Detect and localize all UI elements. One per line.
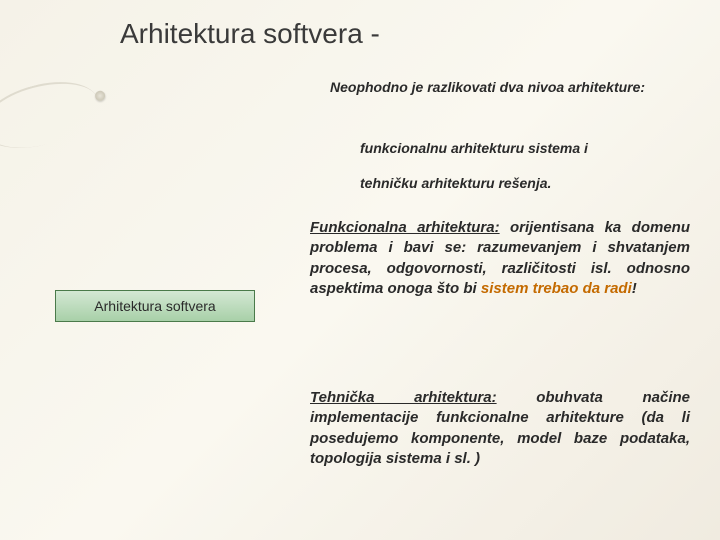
intro-text: Neophodno je razlikovati dva nivoa arhit… [330,78,670,96]
architecture-tag-label: Arhitektura softvera [94,298,215,314]
paragraph-functional: Funkcionalna arhitektura: orijentisana k… [310,218,690,299]
functional-body-b: ! [632,280,637,297]
technical-label: Tehnička arhitektura: [310,389,497,406]
functional-emphasis: sistem trebao da radi [481,280,632,297]
slide-title: Arhitektura softvera - [120,18,380,50]
bullet-functional: funkcionalnu arhitekturu sistema i [360,140,690,156]
architecture-tag-box: Arhitektura softvera [55,290,255,322]
functional-label: Funkcionalna arhitektura: [310,219,500,236]
bullet-technical: tehničku arhitekturu rešenja. [360,175,690,191]
paragraph-technical: Tehnička arhitektura: obuhvata načine im… [310,388,690,469]
decorative-curve [0,70,106,159]
